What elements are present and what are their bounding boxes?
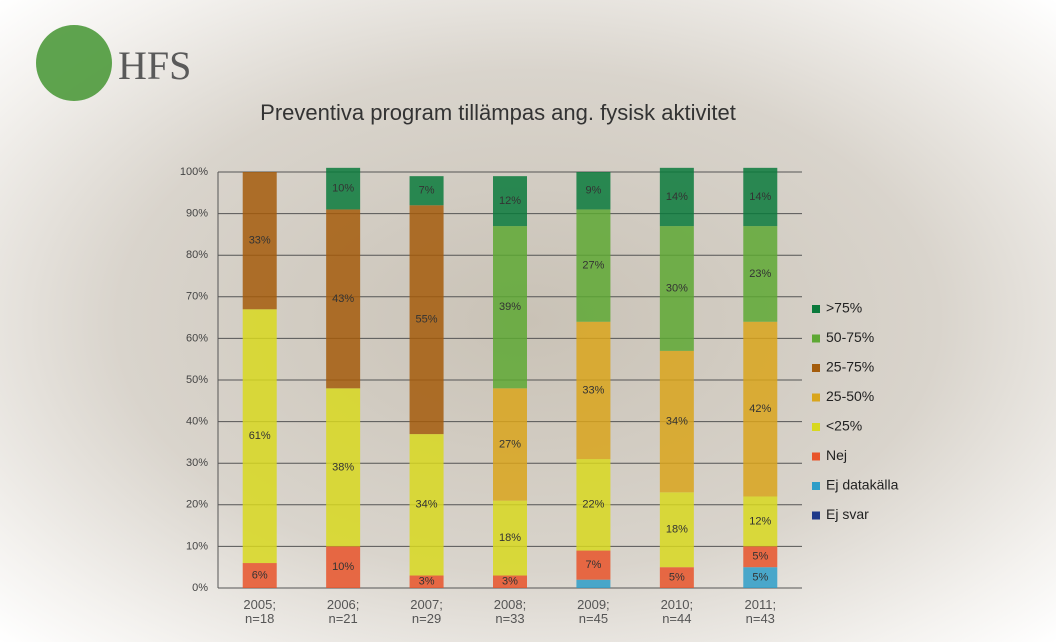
data-label: 6%: [252, 569, 268, 581]
data-label: 33%: [249, 235, 271, 247]
y-tick-label: 10%: [186, 540, 208, 552]
y-tick-label: 30%: [186, 457, 208, 469]
x-tick-label: 2008; n=33: [470, 598, 550, 626]
data-label: 10%: [332, 183, 354, 195]
data-label: 18%: [499, 532, 521, 544]
data-label: 33%: [582, 384, 604, 396]
data-label: 39%: [499, 301, 521, 313]
legend-swatch: [812, 364, 820, 372]
y-tick-label: 70%: [186, 291, 208, 303]
x-tick-label: 2009; n=45: [553, 598, 633, 626]
data-label: 10%: [332, 561, 354, 573]
x-tick-label: 2006; n=21: [303, 598, 383, 626]
y-tick-label: 90%: [186, 208, 208, 220]
data-label: 12%: [749, 515, 771, 527]
legend-label: 25-50%: [826, 388, 874, 404]
y-tick-label: 100%: [180, 166, 208, 178]
legend-label: Ej datakälla: [826, 477, 899, 493]
data-label: 34%: [666, 416, 688, 428]
data-label: 5%: [669, 572, 685, 584]
data-label: 30%: [666, 282, 688, 294]
y-tick-label: 40%: [186, 416, 208, 428]
y-tick-label: 50%: [186, 374, 208, 386]
data-label: 3%: [502, 576, 518, 588]
data-label: 22%: [582, 499, 604, 511]
data-label: 14%: [666, 191, 688, 203]
legend-swatch: [812, 305, 820, 313]
data-label: 5%: [752, 551, 768, 563]
y-tick-label: 80%: [186, 249, 208, 261]
data-label: 23%: [749, 268, 771, 280]
chart-title: Preventiva program tillämpas ang. fysisk…: [260, 100, 736, 125]
bar-segment: [576, 580, 610, 588]
data-label: 12%: [499, 195, 521, 207]
legend-swatch: [812, 482, 820, 490]
data-label: 14%: [749, 191, 771, 203]
data-label: 55%: [416, 314, 438, 326]
legend-label: Nej: [826, 447, 847, 463]
x-tick-label: 2010; n=44: [637, 598, 717, 626]
legend-swatch: [812, 335, 820, 343]
data-label: 7%: [585, 559, 601, 571]
legend-swatch: [812, 512, 820, 520]
x-tick-label: 2011; n=43: [720, 598, 800, 626]
y-tick-label: 0%: [192, 582, 208, 594]
logo-circle: [36, 25, 112, 101]
data-label: 7%: [419, 185, 435, 197]
data-label: 27%: [582, 260, 604, 272]
data-label: 18%: [666, 524, 688, 536]
legend-swatch: [812, 453, 820, 461]
data-label: 34%: [416, 499, 438, 511]
legend-label: >75%: [826, 300, 862, 316]
y-tick-label: 20%: [186, 499, 208, 511]
data-label: 9%: [585, 185, 601, 197]
legend-label: 25-75%: [826, 359, 874, 375]
data-label: 61%: [249, 430, 271, 442]
legend-label: 50-75%: [826, 329, 874, 345]
data-label: 42%: [749, 403, 771, 415]
page: HFS Preventiva program tillämpas ang. fy…: [0, 0, 1056, 642]
x-tick-label: 2007; n=29: [387, 598, 467, 626]
y-tick-label: 60%: [186, 332, 208, 344]
data-label: 27%: [499, 438, 521, 450]
logo-text: HFS: [118, 43, 191, 88]
data-label: 3%: [419, 576, 435, 588]
legend-label: Ej svar: [826, 506, 869, 522]
legend-swatch: [812, 394, 820, 402]
data-label: 5%: [752, 572, 768, 584]
x-tick-label: 2005; n=18: [220, 598, 300, 626]
data-label: 43%: [332, 293, 354, 305]
data-label: 38%: [332, 461, 354, 473]
legend-swatch: [812, 423, 820, 431]
legend-label: <25%: [826, 418, 862, 434]
chart: HFS Preventiva program tillämpas ang. fy…: [0, 0, 1056, 642]
